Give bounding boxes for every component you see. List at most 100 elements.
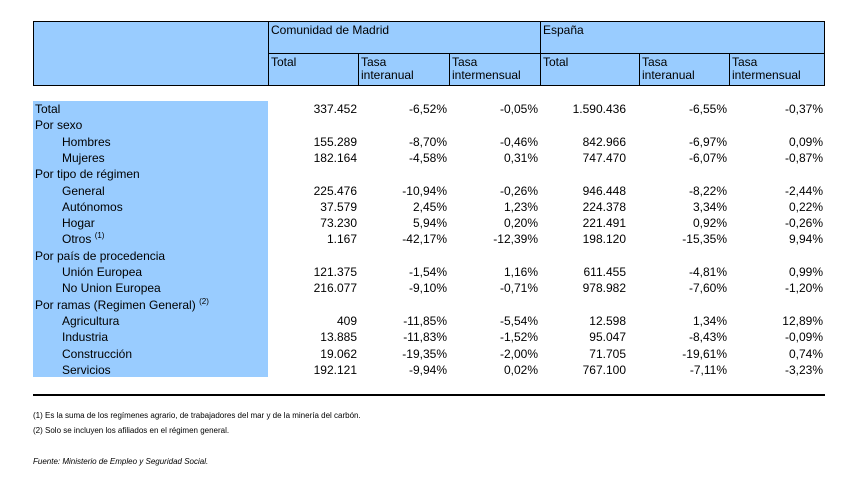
row-label-text: General [62, 183, 105, 198]
header-bottom-rule [33, 85, 825, 86]
table-cell: 842.966 [582, 134, 626, 149]
table-cell: 13.885 [320, 330, 357, 345]
table-cell: -0,37% [784, 102, 823, 116]
table-cell: 95.047 [589, 330, 626, 345]
table-cell: -7,11% [689, 362, 727, 377]
row-label: Mujeres [62, 150, 105, 166]
header-subdivider-3 [639, 53, 640, 86]
row-label-text: Servicios [62, 362, 111, 377]
table-cell: -0,71% [499, 281, 538, 296]
table-row: Servicios 192.121 -9,94% 0,02% 767.100 -7,11%… [0, 362, 856, 378]
row-label: Total [35, 101, 60, 117]
col-header-intermensual-madrid: Tasa intermensual [452, 56, 521, 82]
row-label: Industria [62, 329, 108, 345]
table-cell: 121.375 [313, 265, 357, 279]
footnote-2: (2) Solo se incluyen los afiliados en el… [33, 426, 230, 435]
header-right-border [824, 21, 825, 86]
table-row: Por país de procedencia [0, 248, 856, 264]
row-label-text: Hogar [62, 216, 95, 231]
row-label: Servicios [62, 362, 111, 378]
table-cell: 611.455 [583, 265, 627, 279]
table-cell: -2,00% [499, 346, 538, 361]
table-row: No Union Europea 216.077 -9,10% -0,71% 978.9… [0, 280, 856, 296]
table-cell: -4,58% [408, 150, 447, 165]
table-cell: -11,85% [403, 313, 447, 328]
row-label: Por ramas (Regimen General) (2) [35, 297, 209, 313]
table-cell: 1,16% [503, 265, 538, 279]
table-cell: 0,22% [788, 199, 823, 214]
table-cell: 155.289 [313, 134, 357, 149]
col-header-line: intermensual [452, 68, 521, 82]
table-cell: 1,23% [503, 199, 538, 214]
row-label: Agricultura [62, 313, 119, 329]
table-cell: -9,94% [408, 362, 447, 377]
header-subdivider-2 [449, 53, 450, 86]
table-row: Unión Europea 121.375 -1,54% 1,16% 611.455 -4… [0, 264, 856, 280]
table-cell: -11,83% [403, 330, 447, 345]
row-label-text: Autónomos [62, 199, 123, 214]
row-label: Hombres [62, 134, 111, 150]
table-cell: 9,94% [788, 232, 823, 247]
table-cell: 978.982 [582, 281, 626, 296]
header-mid-rule [268, 53, 825, 54]
row-label-text: Agricultura [62, 313, 120, 328]
table-cell: 19.062 [320, 346, 357, 361]
table-cell: 221.491 [582, 216, 626, 231]
table-row: Otros (1) 1.167 -42,17% -12,39% 198.120 -15,3… [0, 231, 856, 247]
row-label: Hogar [62, 215, 95, 231]
table-cell: -6,07% [688, 150, 727, 165]
table-row: Por tipo de régimen [0, 166, 856, 182]
row-label-text: Por ramas (Regimen General) [35, 297, 196, 312]
table-cell: 1.167 [326, 232, 357, 247]
col-header-line: intermensual [732, 68, 801, 82]
table-cell: 0,02% [503, 362, 538, 377]
footnote-marker: (2) [199, 296, 209, 306]
table-cell: 0,74% [788, 346, 823, 361]
table-row: Construcción 19.062 -19,35% -2,00% 71.705 -19… [0, 346, 856, 362]
row-label-text: Por tipo de régimen [35, 167, 140, 182]
col-header-line: Tasa [642, 55, 668, 69]
row-label-text: Por país de procedencia [35, 248, 166, 263]
source-note: Fuente: Ministerio de Empleo y Seguridad… [33, 457, 209, 466]
table-cell: -6,55% [688, 102, 727, 116]
row-label: Construcción [62, 346, 132, 362]
table-cell: 73.230 [320, 216, 357, 231]
table-row: Por ramas (Regimen General) (2) [0, 297, 856, 313]
row-label-text: Total [35, 102, 61, 116]
table-cell: 224.378 [582, 199, 626, 214]
table-row: Hombres 155.289 -8,70% -0,46% 842.966 -6,97% 0… [0, 134, 856, 150]
table-cell: 2,45% [412, 199, 447, 214]
table-cell: -8,70% [408, 134, 447, 149]
table-cell: 3,34% [692, 199, 727, 214]
table-row: Autónomos 37.579 2,45% 1,23% 224.378 3,34% 0,2… [0, 199, 856, 215]
table-cell: -0,87% [784, 150, 823, 165]
header-divider-espana [540, 21, 541, 86]
table-row: Por sexo [0, 117, 856, 133]
header-divider-madrid [268, 21, 269, 86]
table-cell: -8,43% [688, 330, 727, 345]
table-cell: -2,44% [784, 183, 823, 198]
table-row: Mujeres 182.164 -4,58% 0,31% 747.470 -6,07% -0… [0, 150, 856, 166]
table-cell: -1,52% [499, 330, 538, 345]
table-cell: 0,20% [503, 216, 538, 231]
col-header-line: Tasa [732, 55, 758, 69]
row-label-text: Hombres [62, 134, 111, 149]
table-cell: 1,34% [692, 313, 727, 328]
table-cell: 37.579 [320, 199, 357, 214]
row-label: Por tipo de régimen [35, 166, 140, 182]
col-header-line: Tasa [452, 55, 478, 69]
table-cell: -0,26% [784, 216, 823, 231]
table-cell: -19,35% [402, 346, 447, 361]
table-cell: 747.470 [582, 150, 626, 165]
table-cell: -6,52% [408, 102, 447, 116]
table-cell: 71.705 [589, 346, 626, 361]
header-left-border [33, 21, 34, 86]
table-cell: -10,94% [402, 183, 447, 198]
row-label: Autónomos [62, 199, 123, 215]
row-label: Unión Europea [62, 264, 142, 280]
table-row: Industria 13.885 -11,83% -1,52% 95.047 -8,43%… [0, 329, 856, 345]
table-cell: 12,89% [782, 313, 823, 328]
row-label: General [62, 183, 105, 199]
table-cell: -5,54% [499, 313, 538, 328]
table-cell: -0,46% [499, 134, 538, 149]
